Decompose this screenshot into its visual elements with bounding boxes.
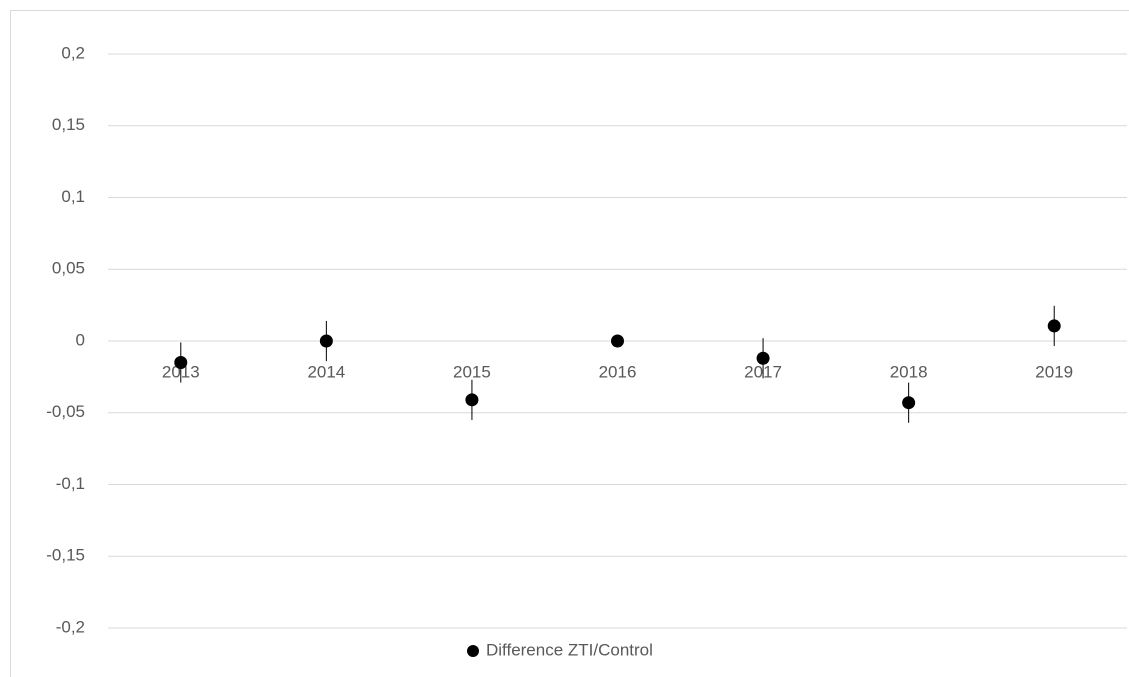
- y-tick-label: 0,1: [61, 187, 85, 206]
- data-point: [465, 393, 479, 407]
- y-tick-label: -0,15: [46, 546, 85, 565]
- data-point: [902, 396, 916, 410]
- legend-marker: [467, 645, 479, 657]
- data-point: [611, 334, 624, 348]
- x-tick-label: 2016: [599, 362, 637, 381]
- chart-border: [10, 10, 1129, 677]
- y-tick-label: 0,2: [61, 43, 85, 62]
- data-point: [174, 356, 188, 370]
- legend-label: Difference ZTI/Control: [486, 640, 653, 659]
- x-tick-label: 2019: [1035, 362, 1073, 381]
- data-point: [756, 351, 770, 365]
- y-tick-label: -0,05: [46, 402, 85, 421]
- y-tick-label: 0: [76, 330, 85, 349]
- data-point: [319, 334, 333, 348]
- x-tick-label: 2018: [890, 362, 928, 381]
- x-tick-label: 2014: [307, 362, 345, 381]
- y-tick-label: -0,2: [56, 617, 85, 636]
- data-point: [1047, 319, 1061, 333]
- y-tick-label: -0,1: [56, 474, 85, 493]
- y-tick-label: 0,15: [52, 115, 85, 134]
- y-tick-label: 0,05: [52, 259, 85, 278]
- x-tick-label: 2015: [453, 362, 491, 381]
